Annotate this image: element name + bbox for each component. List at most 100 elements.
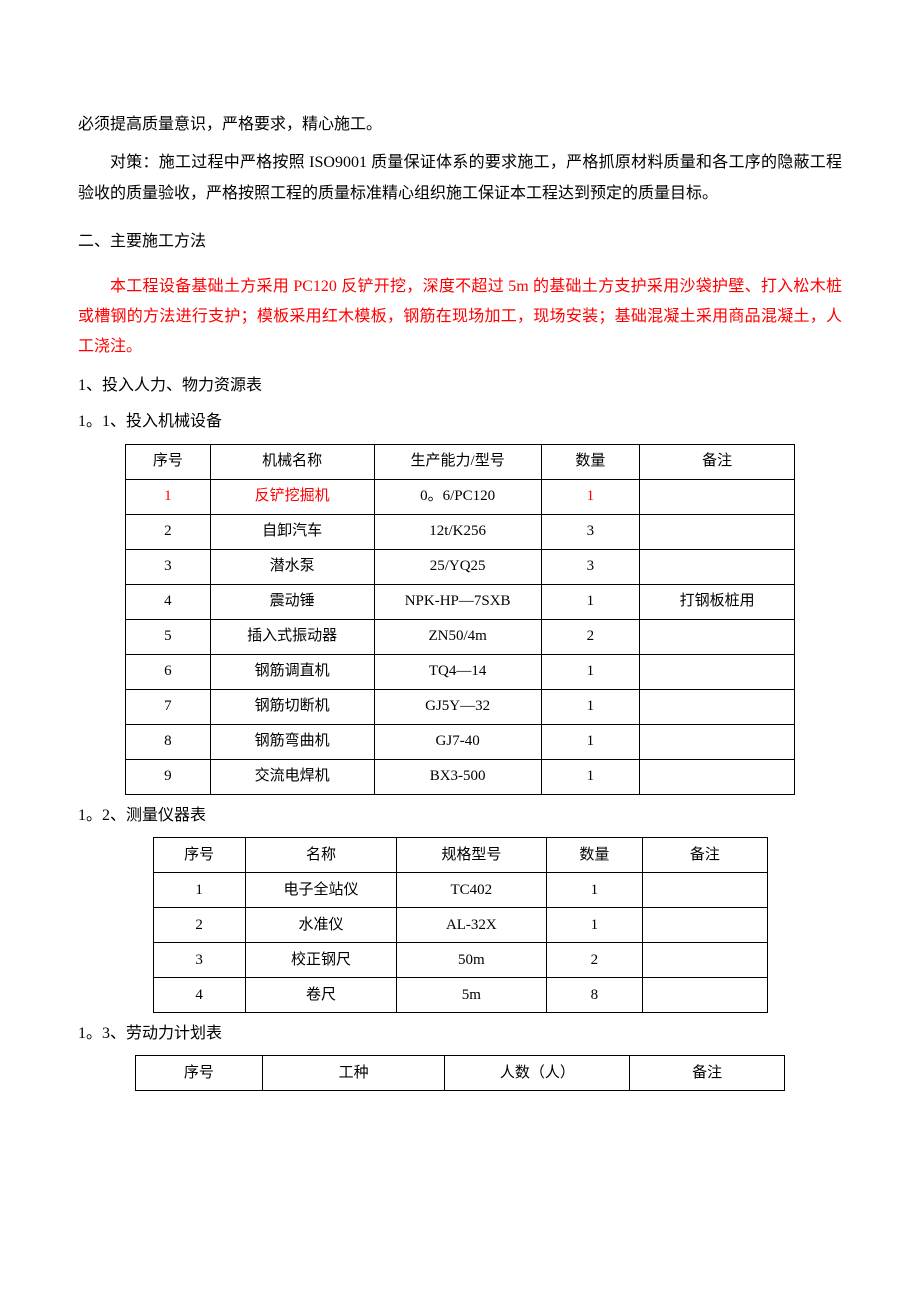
table-instruments: 序号 名称 规格型号 数量 备注 1 电子全站仪 TC402 1 2 水准仪 A… — [153, 837, 768, 1013]
td-qty: 1 — [546, 907, 643, 942]
td-spec: 5m — [397, 977, 546, 1012]
th-seq: 序号 — [153, 837, 245, 872]
td-note — [640, 689, 795, 724]
td-spec: GJ5Y—32 — [374, 689, 541, 724]
heading-1-3-labor: 1。3、劳动力计划表 — [78, 1019, 842, 1049]
td-note — [643, 977, 767, 1012]
table-row: 9 交流电焊机 BX3-500 1 — [126, 759, 795, 794]
table-row: 序号 名称 规格型号 数量 备注 — [153, 837, 767, 872]
document-page: 必须提高质量意识，严格要求，精心施工。 对策：施工过程中严格按照 ISO9001… — [0, 0, 920, 1302]
td-note — [640, 619, 795, 654]
td-name: 自卸汽车 — [210, 514, 374, 549]
td-seq: 9 — [126, 759, 211, 794]
td-seq: 8 — [126, 724, 211, 759]
td-qty: 2 — [546, 942, 643, 977]
table-row: 4 震动锤 NPK-HP—7SXB 1 打钢板桩用 — [126, 584, 795, 619]
td-name: 交流电焊机 — [210, 759, 374, 794]
heading-section-2: 二、主要施工方法 — [78, 227, 842, 257]
th-note: 备注 — [640, 444, 795, 479]
heading-1-resources: 1、投入人力、物力资源表 — [78, 371, 842, 401]
table-labor: 序号 工种 人数（人） 备注 — [135, 1055, 785, 1091]
td-spec: ZN50/4m — [374, 619, 541, 654]
td-spec: BX3-500 — [374, 759, 541, 794]
td-name: 校正钢尺 — [245, 942, 396, 977]
th-name: 名称 — [245, 837, 396, 872]
td-qty: 1 — [541, 724, 640, 759]
table-row: 3 校正钢尺 50m 2 — [153, 942, 767, 977]
td-spec: NPK-HP—7SXB — [374, 584, 541, 619]
th-name: 工种 — [262, 1056, 445, 1091]
td-seq: 2 — [153, 907, 245, 942]
td-name: 钢筋切断机 — [210, 689, 374, 724]
td-spec: TC402 — [397, 872, 546, 907]
td-note — [643, 907, 767, 942]
td-note — [640, 479, 795, 514]
td-qty: 1 — [541, 654, 640, 689]
th-qty: 人数（人） — [445, 1056, 630, 1091]
td-note — [640, 759, 795, 794]
table-row: 序号 工种 人数（人） 备注 — [136, 1056, 785, 1091]
td-seq: 7 — [126, 689, 211, 724]
td-name: 潜水泵 — [210, 549, 374, 584]
td-seq: 4 — [153, 977, 245, 1012]
td-qty: 1 — [541, 584, 640, 619]
th-note: 备注 — [643, 837, 767, 872]
table-equipment: 序号 机械名称 生产能力/型号 数量 备注 1 反铲挖掘机 0。6/PC120 … — [125, 444, 795, 795]
td-seq: 1 — [126, 479, 211, 514]
td-name: 钢筋弯曲机 — [210, 724, 374, 759]
td-note — [640, 514, 795, 549]
paragraph-construction-method: 本工程设备基础土方采用 PC120 反铲开挖，深度不超过 5m 的基础土方支护采… — [78, 272, 842, 363]
td-name: 震动锤 — [210, 584, 374, 619]
td-spec: 50m — [397, 942, 546, 977]
table-row: 序号 机械名称 生产能力/型号 数量 备注 — [126, 444, 795, 479]
td-name: 钢筋调直机 — [210, 654, 374, 689]
td-name: 反铲挖掘机 — [210, 479, 374, 514]
table-row: 5 插入式振动器 ZN50/4m 2 — [126, 619, 795, 654]
heading-1-2-instruments: 1。2、测量仪器表 — [78, 801, 842, 831]
th-seq: 序号 — [126, 444, 211, 479]
td-seq: 1 — [153, 872, 245, 907]
td-spec: 25/YQ25 — [374, 549, 541, 584]
table-row: 6 钢筋调直机 TQ4—14 1 — [126, 654, 795, 689]
td-qty: 1 — [541, 759, 640, 794]
th-spec: 生产能力/型号 — [374, 444, 541, 479]
td-name: 卷尺 — [245, 977, 396, 1012]
th-name: 机械名称 — [210, 444, 374, 479]
td-name: 电子全站仪 — [245, 872, 396, 907]
paragraph-countermeasure: 对策：施工过程中严格按照 ISO9001 质量保证体系的要求施工，严格抓原材料质… — [78, 148, 842, 209]
table-row: 7 钢筋切断机 GJ5Y—32 1 — [126, 689, 795, 724]
td-note — [640, 549, 795, 584]
td-seq: 6 — [126, 654, 211, 689]
td-note — [643, 872, 767, 907]
table-row: 8 钢筋弯曲机 GJ7-40 1 — [126, 724, 795, 759]
th-seq: 序号 — [136, 1056, 263, 1091]
td-name: 水准仪 — [245, 907, 396, 942]
td-seq: 3 — [153, 942, 245, 977]
td-spec: GJ7-40 — [374, 724, 541, 759]
th-note: 备注 — [630, 1056, 785, 1091]
td-qty: 8 — [546, 977, 643, 1012]
td-qty: 1 — [546, 872, 643, 907]
td-qty: 3 — [541, 514, 640, 549]
td-spec: AL-32X — [397, 907, 546, 942]
td-qty: 1 — [541, 479, 640, 514]
td-seq: 4 — [126, 584, 211, 619]
td-spec: TQ4—14 — [374, 654, 541, 689]
td-qty: 1 — [541, 689, 640, 724]
paragraph-quality-awareness: 必须提高质量意识，严格要求，精心施工。 — [78, 110, 842, 140]
table-row: 3 潜水泵 25/YQ25 3 — [126, 549, 795, 584]
td-note — [643, 942, 767, 977]
td-name: 插入式振动器 — [210, 619, 374, 654]
td-seq: 3 — [126, 549, 211, 584]
table-row: 1 电子全站仪 TC402 1 — [153, 872, 767, 907]
table-row: 2 自卸汽车 12t/K256 3 — [126, 514, 795, 549]
td-seq: 2 — [126, 514, 211, 549]
table-row: 4 卷尺 5m 8 — [153, 977, 767, 1012]
td-seq: 5 — [126, 619, 211, 654]
table-row: 1 反铲挖掘机 0。6/PC120 1 — [126, 479, 795, 514]
heading-1-1-equipment: 1。1、投入机械设备 — [78, 407, 842, 437]
th-qty: 数量 — [546, 837, 643, 872]
td-qty: 2 — [541, 619, 640, 654]
td-spec: 0。6/PC120 — [374, 479, 541, 514]
td-note — [640, 724, 795, 759]
